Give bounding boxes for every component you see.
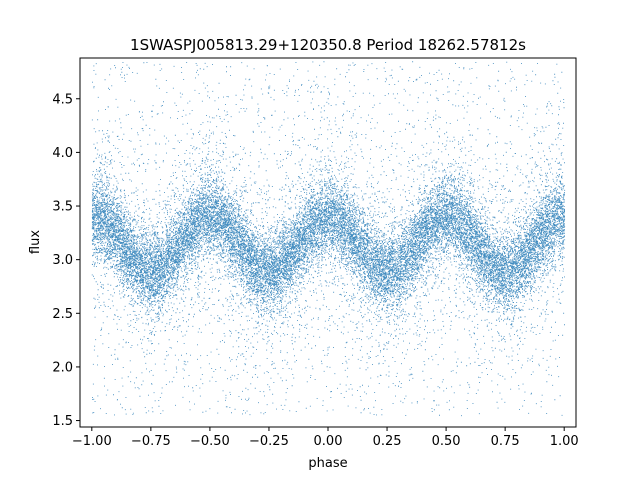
y-tick-label: 4.0 — [52, 146, 73, 161]
x-tick-label: 0.00 — [314, 434, 343, 449]
x-tick-label: −1.00 — [72, 434, 112, 449]
x-tick-label: 0.25 — [373, 434, 402, 449]
y-tick-label: 3.5 — [52, 200, 73, 215]
scatter-points — [91, 61, 566, 417]
y-tick-label: 2.5 — [52, 307, 73, 322]
chart-title: 1SWASPJ005813.29+120350.8 Period 18262.5… — [130, 36, 526, 54]
y-tick-label: 4.5 — [52, 92, 73, 107]
x-tick-label: −0.75 — [131, 434, 171, 449]
y-axis-label: flux — [28, 230, 43, 254]
y-tick-label: 3.0 — [52, 253, 73, 268]
y-tick-label: 2.0 — [52, 360, 73, 375]
y-axis: 1.5 2.0 2.5 3.0 3.5 4.0 4.5 — [52, 92, 80, 429]
plot-frame — [79, 57, 577, 428]
x-tick-label: 0.75 — [491, 434, 520, 449]
x-axis-label: phase — [308, 456, 347, 471]
flux-scatter-series — [91, 61, 566, 417]
x-tick-label: −0.50 — [190, 434, 230, 449]
x-tick-label: 1.00 — [550, 434, 579, 449]
y-tick-label: 1.5 — [52, 414, 73, 429]
x-tick-label: 0.50 — [432, 434, 461, 449]
x-axis: −1.00 −0.75 −0.50 −0.25 0.00 0.25 0.50 0.75 1.00 — [72, 427, 579, 449]
x-tick-label: −0.25 — [249, 434, 289, 449]
